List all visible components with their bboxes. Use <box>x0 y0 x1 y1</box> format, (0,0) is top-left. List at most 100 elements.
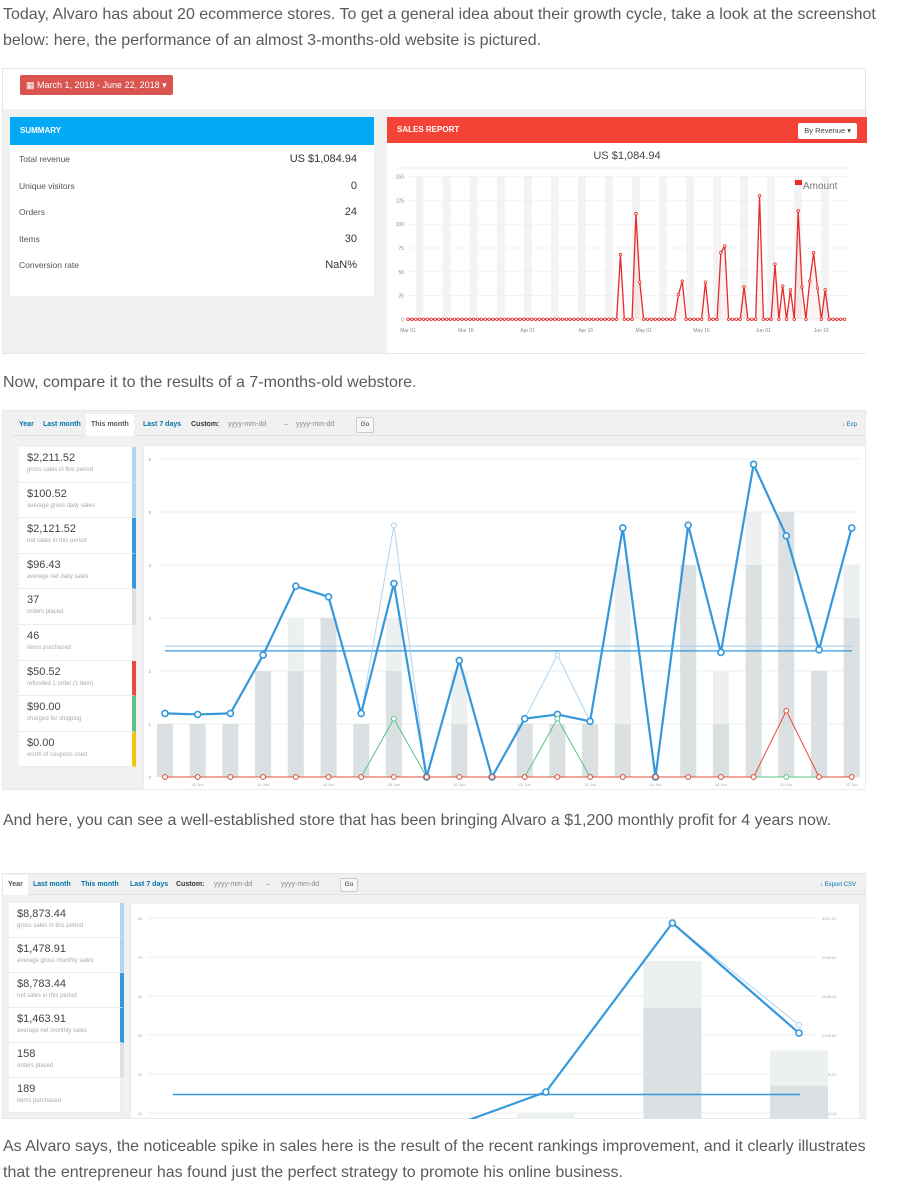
orders-bar <box>582 724 599 777</box>
y-tick-label: 5 <box>148 510 151 515</box>
amount-point <box>750 317 754 321</box>
tab-last-7-days[interactable]: Last 7 days <box>143 421 182 428</box>
end-date-input[interactable]: yyyy-mm-dd <box>281 881 320 888</box>
stat-card[interactable]: $50.52 refunded 1 order (1 item) <box>19 660 136 697</box>
screenshot-store-3-months: ▦ March 1, 2018 - June 22, 2018 ▾ SUMMAR… <box>2 68 867 354</box>
legend-swatch <box>795 180 802 185</box>
series-point <box>489 774 495 780</box>
stat-value: $50.52 <box>27 665 61 678</box>
series-line <box>164 460 853 780</box>
x-tick-label: Jun 01 <box>756 328 771 334</box>
orders-bar <box>189 724 206 777</box>
orders-bar <box>516 724 533 777</box>
stat-card[interactable]: $0.00 worth of coupons used <box>19 731 136 768</box>
amount-point <box>591 317 596 321</box>
stat-value: 158 <box>17 1048 36 1060</box>
y-tick-label: 4 <box>148 563 151 568</box>
download-icon: ↓ <box>841 422 847 428</box>
export-csv-button[interactable]: ↓ Exp <box>837 414 862 436</box>
amount-point <box>808 279 812 283</box>
stat-card[interactable]: $90.00 charged for shipping <box>19 696 136 732</box>
tab-last-month[interactable]: Last month <box>43 421 81 428</box>
series-point <box>391 774 397 780</box>
x-tick-label: 12 Jun <box>519 782 531 787</box>
stat-card[interactable]: 46 items purchased <box>19 625 136 661</box>
stat-card[interactable]: $100.52 average gross daily sales <box>19 482 136 519</box>
amount-point <box>425 317 430 321</box>
export-csv-button[interactable]: ↓ Export CSV <box>815 875 861 895</box>
series-point <box>358 774 365 780</box>
amount-point <box>742 285 746 289</box>
tab-year[interactable]: Year <box>3 875 28 895</box>
range-tabs: Year Last month This month Last 7 days Custo… <box>3 875 865 895</box>
amount-point <box>680 279 684 283</box>
y-tick-label: 0 <box>401 317 404 323</box>
stat-card[interactable]: $1,478.91 average gross monthly sales <box>9 938 124 973</box>
stat-card[interactable]: $96.43 average net daily sales <box>19 553 136 590</box>
y-tick-label-right: 1685.51 <box>822 1072 837 1077</box>
stat-card[interactable]: 158 orders placed <box>9 1043 124 1078</box>
amount-point <box>568 317 572 321</box>
series-point <box>292 774 299 780</box>
sales-line-chart: 0 25 50 75 100 125 150 Mar 01 Mar 16 Apr 01 Apr 16… <box>396 167 850 334</box>
start-date-input[interactable]: yyyy-mm-dd <box>228 421 267 428</box>
amount-point <box>410 317 414 321</box>
stat-card[interactable]: 189 items purchased <box>9 1078 124 1113</box>
stat-label: average net monthly sales <box>17 1028 88 1034</box>
amount-area <box>408 195 845 320</box>
stat-card[interactable]: $2,121.52 net sales in this period <box>19 518 136 554</box>
summary-row-label: Unique visitors <box>19 181 75 191</box>
orders-bar <box>385 671 402 777</box>
amount-point <box>715 317 719 321</box>
amount-point <box>723 244 727 248</box>
amount-point <box>417 317 422 321</box>
amount-point <box>553 317 557 321</box>
stat-card[interactable]: $8,783.44 net sales in this period <box>9 973 124 1008</box>
caret-down-icon: ▾ <box>159 80 167 90</box>
amount-point <box>514 317 518 321</box>
custom-label: Custom: <box>176 881 205 888</box>
y-tick-label: 75 <box>398 246 404 252</box>
amount-point <box>657 317 661 321</box>
summary-row-label: Total revenue <box>19 154 71 164</box>
amount-point <box>518 317 522 321</box>
date-range-button[interactable]: ▦ March 1, 2018 - June 22, 2018 ▾ <box>20 75 173 95</box>
amount-point <box>769 317 773 321</box>
stat-card[interactable]: $1,463.91 average net monthly sales <box>9 1008 124 1043</box>
amount-point <box>773 262 777 266</box>
tab-this-month[interactable]: This month <box>81 881 119 888</box>
go-button[interactable]: Go <box>340 878 358 892</box>
stat-value: $2,121.52 <box>27 523 76 536</box>
start-date-input[interactable]: yyyy-mm-dd <box>214 881 253 888</box>
amount-point <box>499 317 503 321</box>
x-tick-label: May 16 <box>693 328 710 334</box>
export-label: Export CSV <box>824 882 856 888</box>
amount-point <box>838 317 843 321</box>
series-point <box>684 521 693 530</box>
conclusion-paragraph: As Alvaro says, the noticeable spike in … <box>3 1138 866 1181</box>
stat-card[interactable]: 37 orders placed <box>19 589 136 625</box>
x-tick-label: 10 Jun <box>453 782 465 787</box>
orders-bar <box>745 565 762 777</box>
amount-point <box>696 317 700 321</box>
series-point <box>554 652 561 658</box>
amount-point <box>475 317 480 321</box>
tab-year[interactable]: Year <box>19 421 34 428</box>
by-revenue-dropdown[interactable]: By Revenue ▾ <box>798 123 857 139</box>
series-point <box>194 774 201 780</box>
go-button[interactable]: Go <box>356 417 374 433</box>
tab-this-month[interactable]: This month <box>86 414 134 436</box>
x-tick-label: May 01 <box>635 328 652 334</box>
stat-card[interactable]: $8,873.44 gross sales in this period <box>9 903 124 938</box>
y-tick-label-right: 3371.02 <box>822 916 837 921</box>
tab-last-7-days[interactable]: Last 7 days <box>130 881 169 888</box>
y-tick-label-right: 1264.13 <box>822 1111 837 1116</box>
amount-point <box>533 317 538 321</box>
stat-card[interactable]: $2,211.52 gross sales in this period <box>19 447 136 483</box>
end-date-input[interactable]: yyyy-mm-dd <box>296 421 335 428</box>
summary-row-value: 0 <box>350 180 357 192</box>
series-point <box>259 651 267 659</box>
tab-last-month[interactable]: Last month <box>33 881 71 888</box>
x-tick-label: Apr 01 <box>520 328 535 334</box>
stat-value: $8,783.44 <box>17 978 66 990</box>
